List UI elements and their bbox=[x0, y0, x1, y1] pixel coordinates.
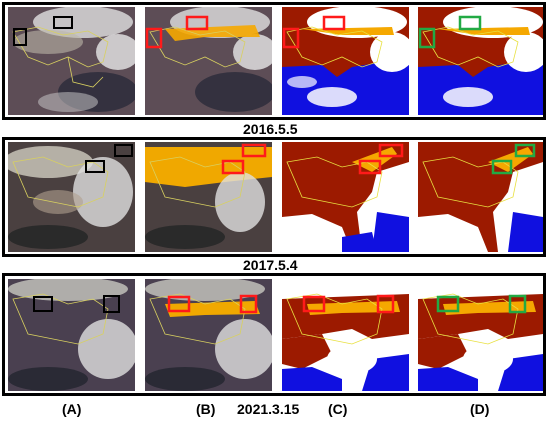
row1-panel-d-detection-map bbox=[418, 7, 543, 115]
row1-panel-a-satellite-image bbox=[8, 7, 135, 115]
column-label-c: (C) bbox=[328, 401, 348, 417]
row1-date-label: 2016.5.5 bbox=[243, 121, 298, 137]
column-label-d: (D) bbox=[470, 401, 490, 417]
row3-panel-b-dust-image bbox=[145, 279, 272, 391]
column-label-a: (A) bbox=[62, 401, 82, 417]
row3-panel-c-detection-map bbox=[282, 279, 409, 391]
row1-a-box-2 bbox=[53, 16, 73, 29]
row2-panel-a-satellite-image bbox=[8, 142, 135, 252]
row1-a-box-1 bbox=[13, 28, 27, 46]
row2-date-label: 2017.5.4 bbox=[243, 257, 298, 273]
column-label-b: (B) bbox=[196, 401, 216, 417]
row2-panel-d-detection-map bbox=[418, 142, 543, 252]
row2-panel-c-detection-map bbox=[282, 142, 409, 252]
row3-panel-a-satellite-image bbox=[8, 279, 135, 391]
row1-panel-b-dust-image bbox=[145, 7, 272, 115]
row3-panel-d-detection-map bbox=[418, 279, 543, 391]
row2-panel-b-dust-image bbox=[145, 142, 272, 252]
row1-panel-c-detection-map bbox=[282, 7, 409, 115]
row3-date-label: 2021.3.15 bbox=[237, 401, 300, 417]
